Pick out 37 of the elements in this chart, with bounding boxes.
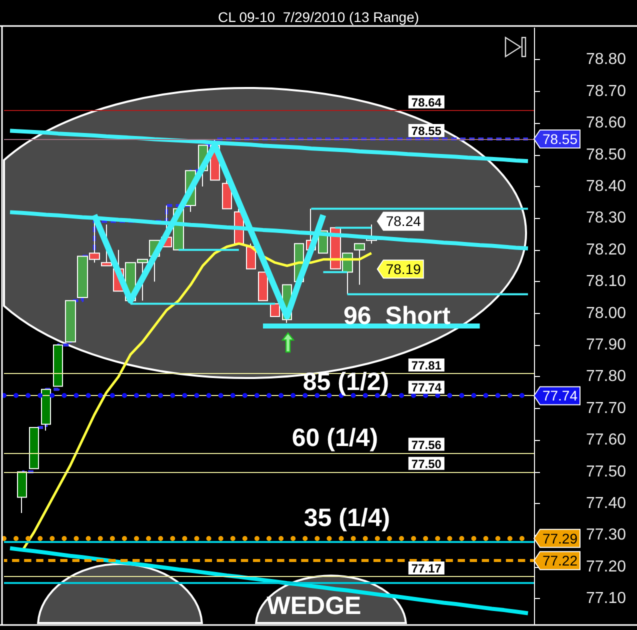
- y-tick-label: 77.10: [586, 590, 626, 608]
- y-tick-label: 77.90: [586, 336, 626, 354]
- y-tick-label: 77.80: [586, 368, 626, 386]
- y-tick-label: 78.80: [586, 51, 626, 68]
- ref-line-label: 77.50: [411, 456, 442, 471]
- ref-line-label: 77.81: [411, 358, 442, 373]
- y-tick-label: 77.30: [586, 526, 626, 544]
- y-tick-label: 77.60: [586, 432, 626, 449]
- y-tick-label: 77.40: [586, 495, 626, 512]
- y-tick-label: 78.60: [586, 114, 626, 132]
- y-tick-label: 77.70: [586, 400, 626, 417]
- y-tick-label: 77.20: [586, 558, 626, 576]
- ref-line-label: 77.74: [542, 388, 578, 404]
- ref-line-label: 77.29: [542, 530, 578, 546]
- ref-line-label: 77.17: [411, 561, 442, 576]
- y-tick-label: 78.50: [586, 146, 626, 164]
- ref-line-label: 78.64: [411, 95, 442, 110]
- y-tick-label: 77.50: [586, 463, 626, 480]
- y-tick-label: 78.00: [586, 304, 626, 322]
- annotation: WEDGE: [266, 592, 362, 620]
- ref-line-label: 77.22: [542, 552, 578, 569]
- annotation: 60 (1/4): [292, 424, 378, 452]
- data-label: 78.55: [542, 130, 578, 147]
- y-tick-label: 78.40: [586, 178, 626, 196]
- annotation: 85 (1/2): [302, 368, 390, 396]
- annotation: 96 Short: [344, 302, 452, 330]
- ref-line-label: 77.56: [411, 438, 442, 452]
- chart-title: CL 09-10 7/29/2010 (13 Range): [218, 9, 420, 25]
- y-tick-label: 78.70: [586, 82, 626, 100]
- annotation: 35 (1/4): [304, 504, 390, 532]
- ref-line-label: 78.55: [411, 124, 442, 138]
- text: 78.24: [386, 213, 421, 230]
- ref-line-label: 77.74: [411, 380, 442, 395]
- y-tick-label: 78.10: [586, 273, 626, 290]
- y-tick-label: 78.30: [586, 210, 626, 227]
- y-tick-label: 78.20: [586, 241, 626, 258]
- data-label: 78.19: [386, 261, 422, 278]
